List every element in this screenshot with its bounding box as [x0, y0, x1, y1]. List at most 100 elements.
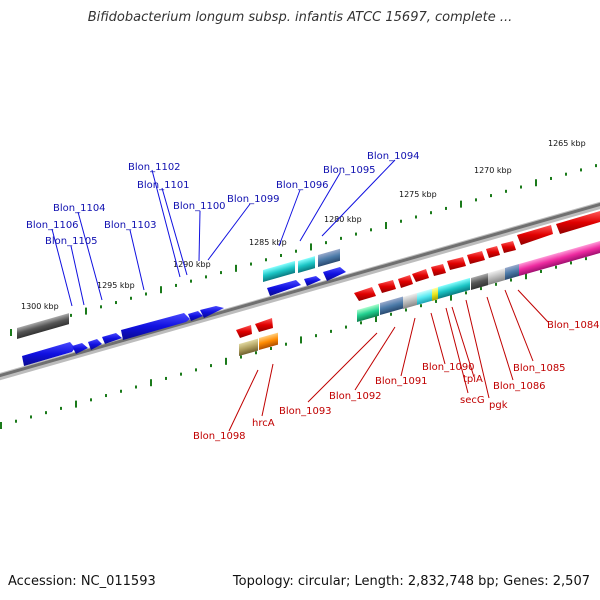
gene-label-blon-1084[interactable]: Blon_1084: [547, 320, 600, 331]
gene-hrca-orange[interactable]: [259, 332, 278, 350]
scale-dot: [525, 272, 527, 280]
gene-1085-steel[interactable]: [505, 264, 519, 280]
scale-dot: [535, 179, 537, 187]
gene-label-blon-1093[interactable]: Blon_1093: [279, 406, 332, 417]
gene-1093-red[interactable]: [354, 287, 376, 301]
scale-dot: [595, 164, 597, 168]
gene-1093-green[interactable]: [357, 303, 379, 322]
gene-label-blon-1086[interactable]: Blon_1086: [493, 381, 546, 392]
gene-1086-darkgray[interactable]: [471, 273, 488, 290]
scale-dot: [465, 291, 467, 295]
gene-forward-blue-c[interactable]: [88, 339, 102, 350]
gene-1090-cyan[interactable]: [417, 288, 432, 305]
scale-dot: [85, 307, 87, 315]
scale-dot: [255, 351, 257, 355]
gene-label-blon-1105[interactable]: Blon_1105: [45, 236, 98, 247]
scale-dot: [540, 269, 542, 273]
gene-label-blon-1091[interactable]: Blon_1091: [375, 376, 428, 387]
genome-backbone-core: [0, 202, 600, 378]
forward-label-leaders: [51, 159, 396, 307]
scale-dot: [505, 189, 507, 193]
scale-dot: [490, 194, 492, 198]
gene-label-blon-1106[interactable]: Blon_1106: [26, 220, 79, 231]
gene-label-secg[interactable]: secG: [460, 395, 485, 406]
gene-secg-cyan[interactable]: [438, 283, 452, 299]
scale-dot: [195, 368, 197, 372]
scale-dot: [160, 286, 162, 294]
scale-dot: [510, 278, 512, 282]
gene-forward-blue-f[interactable]: [188, 311, 203, 321]
gene-forward-blue-g[interactable]: [200, 306, 224, 318]
gene-1092-red[interactable]: [378, 280, 396, 293]
genome-summary-text: Topology: circular; Length: 2,832,748 bp…: [232, 574, 590, 589]
gene-label-blon-1099[interactable]: Blon_1099: [227, 194, 280, 205]
scale-dot: [310, 243, 312, 251]
gene-1095-blue[interactable]: [323, 267, 346, 281]
gene-label-blon-1104[interactable]: Blon_1104: [53, 203, 106, 214]
scale-dot: [460, 200, 462, 208]
gene-forward-blue-a[interactable]: [22, 342, 75, 366]
gene-label-blon-1103[interactable]: Blon_1103: [104, 220, 157, 231]
scale-dot: [370, 228, 372, 232]
gene-label-blon-1095[interactable]: Blon_1095: [323, 165, 376, 176]
gene-1095-cyan[interactable]: [298, 256, 315, 273]
gene-tpia-yellow[interactable]: [432, 287, 438, 301]
scale-dot: [130, 296, 132, 300]
gene-label-blon-1094[interactable]: Blon_1094: [367, 151, 420, 162]
gene-label-tpia[interactable]: tpiA: [463, 374, 483, 385]
scale-dot: [330, 329, 332, 333]
scale-dot: [250, 262, 252, 266]
gene-1096-blue[interactable]: [304, 276, 321, 286]
scale-dot: [580, 168, 582, 172]
gene-label-blon-1102[interactable]: Blon_1102: [128, 162, 181, 173]
scale-dot: [400, 219, 402, 223]
gene-1085-red-long[interactable]: [517, 225, 553, 245]
gene-1090-red[interactable]: [412, 269, 429, 282]
gene-1085-red[interactable]: [501, 241, 516, 253]
gene-label-blon-1100[interactable]: Blon_1100: [173, 201, 226, 212]
gene-tpia-red[interactable]: [431, 264, 446, 276]
gene-label-hrca[interactable]: hrcA: [252, 418, 275, 429]
scale-dot: [120, 389, 122, 393]
scale-dot: [235, 264, 237, 272]
scale-dot: [265, 258, 267, 262]
gene-1106-dark[interactable]: [17, 313, 69, 339]
gene-1091-red[interactable]: [398, 275, 413, 288]
scale-dot: [280, 253, 282, 257]
gene-hrca-olive[interactable]: [239, 338, 258, 356]
gene-1084-pink-b[interactable]: [558, 240, 600, 265]
lower-scale-dots: [0, 257, 587, 429]
gene-forward-blue-e[interactable]: [121, 313, 190, 340]
gene-1098-red-b[interactable]: [255, 318, 273, 332]
gene-forward-blue-d[interactable]: [102, 333, 122, 344]
gene-1092-steel[interactable]: [380, 296, 403, 315]
gene-1084-pink[interactable]: [519, 252, 559, 276]
gene-label-blon-1090[interactable]: Blon_1090: [422, 362, 475, 373]
gene-1096-cyan[interactable]: [263, 260, 295, 282]
gene-1086-red[interactable]: [486, 246, 500, 258]
gene-label-blon-1096[interactable]: Blon_1096: [276, 180, 329, 191]
scale-dot: [240, 355, 242, 359]
gene-label-blon-1092[interactable]: Blon_1092: [329, 391, 382, 402]
gene-label-pgk[interactable]: pgk: [489, 400, 508, 411]
gene-1098-red-a[interactable]: [236, 325, 252, 338]
scale-dot: [555, 265, 557, 269]
gene-1084-red-long[interactable]: [556, 211, 600, 234]
gene-1086-ltgray[interactable]: [488, 268, 505, 285]
gene-pgk-red[interactable]: [467, 251, 485, 264]
scale-dot: [340, 236, 342, 240]
kbp-label-1295: 1295 kbp: [97, 281, 135, 290]
gene-label-blon-1098[interactable]: Blon_1098: [193, 431, 246, 442]
gene-label-blon-1085[interactable]: Blon_1085: [513, 363, 566, 374]
gene-secg-red[interactable]: [447, 257, 466, 270]
gene-pgk-cyan[interactable]: [452, 277, 470, 295]
scale-dot: [405, 308, 407, 312]
gene-1094-steel[interactable]: [318, 248, 340, 267]
scale-dot: [10, 329, 12, 336]
kbp-label-1275: 1275 kbp: [399, 190, 437, 199]
gene-1099-blue[interactable]: [267, 280, 301, 296]
gene-forward-blue-b[interactable]: [72, 343, 88, 354]
gene-1091-gray[interactable]: [403, 293, 417, 309]
gene-label-blon-1101[interactable]: Blon_1101: [137, 180, 190, 191]
scale-dot: [45, 411, 47, 415]
